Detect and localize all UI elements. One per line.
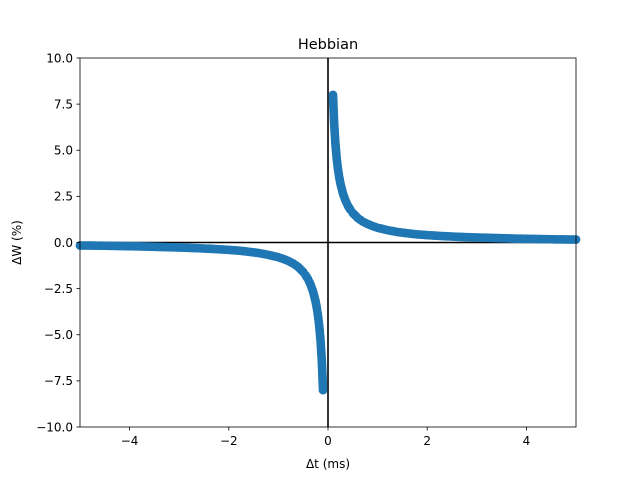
x-tick-label: −2: [220, 434, 238, 448]
y-tick-label: 7.5: [54, 97, 73, 111]
x-tick-label: 2: [423, 434, 431, 448]
x-tick-label: −4: [121, 434, 139, 448]
y-axis-label: ΔW (%): [10, 220, 24, 265]
x-tick-label: 0: [324, 434, 332, 448]
y-tick-label: −2.5: [44, 282, 73, 296]
y-tick-label: −5.0: [44, 328, 73, 342]
x-axis-ticks: −4 −2 0 2 4: [121, 427, 530, 448]
data-points: [75, 90, 581, 395]
y-tick-label: 0.0: [54, 236, 73, 250]
y-tick-label: 5.0: [54, 144, 73, 158]
reference-lines: [80, 58, 576, 427]
y-tick-label: 2.5: [54, 190, 73, 204]
y-tick-label: 10.0: [46, 51, 73, 65]
y-axis-ticks: 10.0 7.5 5.0 2.5 0.0 −2.5 −5.0 −7.5 −10.0: [36, 51, 80, 434]
y-tick-label: −7.5: [44, 374, 73, 388]
chart-title: Hebbian: [298, 37, 358, 53]
x-axis-label: Δt (ms): [306, 457, 350, 471]
y-tick-label: −10.0: [36, 420, 73, 434]
x-tick-label: 4: [523, 434, 531, 448]
